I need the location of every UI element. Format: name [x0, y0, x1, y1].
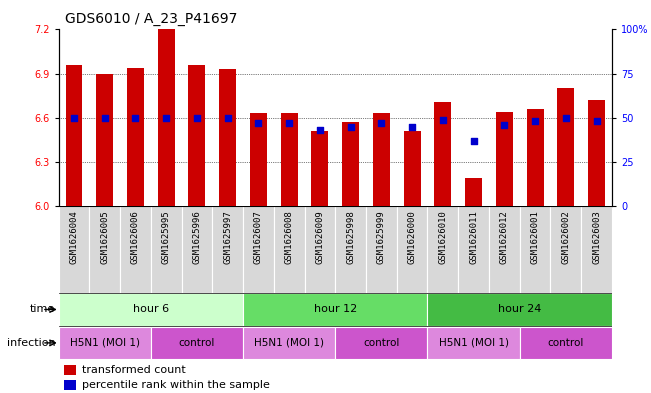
Bar: [305, 206, 335, 293]
Bar: [404, 131, 421, 206]
Bar: [428, 327, 519, 359]
Text: time: time: [30, 305, 55, 314]
Text: percentile rank within the sample: percentile rank within the sample: [82, 380, 270, 389]
Point: [561, 115, 571, 121]
Text: hour 6: hour 6: [133, 305, 169, 314]
Bar: [335, 327, 428, 359]
Text: H5N1 (MOI 1): H5N1 (MOI 1): [70, 338, 140, 348]
Text: control: control: [179, 338, 215, 348]
Text: GSM1626000: GSM1626000: [408, 211, 417, 264]
Text: hour 24: hour 24: [498, 305, 542, 314]
Text: GDS6010 / A_23_P41697: GDS6010 / A_23_P41697: [65, 11, 238, 26]
Text: GSM1626004: GSM1626004: [70, 211, 79, 264]
Text: GSM1625997: GSM1625997: [223, 211, 232, 264]
Bar: [96, 73, 113, 206]
Text: hour 12: hour 12: [314, 305, 357, 314]
Text: GSM1626010: GSM1626010: [438, 211, 447, 264]
Bar: [373, 114, 390, 206]
Point: [100, 115, 110, 121]
Text: GSM1625996: GSM1625996: [193, 211, 201, 264]
Bar: [434, 102, 451, 206]
Point: [591, 118, 602, 125]
Bar: [59, 294, 243, 325]
Text: GSM1626001: GSM1626001: [531, 211, 540, 264]
Bar: [64, 380, 76, 390]
Text: transformed count: transformed count: [82, 365, 186, 375]
Bar: [396, 206, 428, 293]
Bar: [581, 206, 612, 293]
Bar: [64, 365, 76, 375]
Bar: [182, 206, 212, 293]
Bar: [519, 327, 612, 359]
Bar: [428, 294, 612, 325]
Text: GSM1626002: GSM1626002: [561, 211, 570, 264]
Bar: [428, 206, 458, 293]
Bar: [212, 206, 243, 293]
Point: [468, 138, 478, 144]
Point: [223, 115, 233, 121]
Bar: [243, 206, 274, 293]
Bar: [66, 65, 83, 206]
Bar: [59, 206, 89, 293]
Text: H5N1 (MOI 1): H5N1 (MOI 1): [254, 338, 324, 348]
Text: GSM1625998: GSM1625998: [346, 211, 355, 264]
Text: H5N1 (MOI 1): H5N1 (MOI 1): [439, 338, 508, 348]
Bar: [335, 206, 366, 293]
Bar: [527, 109, 544, 206]
Bar: [151, 206, 182, 293]
Text: control: control: [547, 338, 584, 348]
Bar: [219, 69, 236, 206]
Point: [314, 127, 325, 134]
Text: GSM1625999: GSM1625999: [377, 211, 386, 264]
Point: [191, 115, 202, 121]
Point: [69, 115, 79, 121]
Point: [130, 115, 141, 121]
Bar: [59, 327, 151, 359]
Bar: [127, 68, 144, 206]
Text: GSM1626009: GSM1626009: [315, 211, 324, 264]
Bar: [274, 206, 305, 293]
Point: [284, 120, 294, 127]
Point: [376, 120, 387, 127]
Text: GSM1626006: GSM1626006: [131, 211, 140, 264]
Text: GSM1626003: GSM1626003: [592, 211, 601, 264]
Bar: [243, 327, 335, 359]
Bar: [342, 122, 359, 206]
Point: [346, 124, 356, 130]
Point: [437, 117, 448, 123]
Text: control: control: [363, 338, 400, 348]
Text: GSM1626011: GSM1626011: [469, 211, 478, 264]
Text: GSM1626008: GSM1626008: [284, 211, 294, 264]
Text: GSM1626007: GSM1626007: [254, 211, 263, 264]
Bar: [250, 114, 267, 206]
Bar: [588, 100, 605, 206]
Bar: [158, 29, 174, 206]
Bar: [281, 114, 298, 206]
Bar: [557, 88, 574, 206]
Point: [499, 122, 510, 128]
Bar: [189, 65, 205, 206]
Bar: [458, 206, 489, 293]
Text: GSM1625995: GSM1625995: [161, 211, 171, 264]
Point: [407, 124, 417, 130]
Bar: [243, 294, 428, 325]
Bar: [120, 206, 151, 293]
Bar: [311, 131, 328, 206]
Point: [253, 120, 264, 127]
Bar: [366, 206, 396, 293]
Bar: [151, 327, 243, 359]
Bar: [496, 112, 513, 206]
Point: [161, 115, 171, 121]
Bar: [551, 206, 581, 293]
Bar: [89, 206, 120, 293]
Bar: [465, 178, 482, 206]
Point: [530, 118, 540, 125]
Text: GSM1626012: GSM1626012: [500, 211, 509, 264]
Text: GSM1626005: GSM1626005: [100, 211, 109, 264]
Text: infection: infection: [7, 338, 55, 348]
Bar: [489, 206, 519, 293]
Bar: [519, 206, 551, 293]
